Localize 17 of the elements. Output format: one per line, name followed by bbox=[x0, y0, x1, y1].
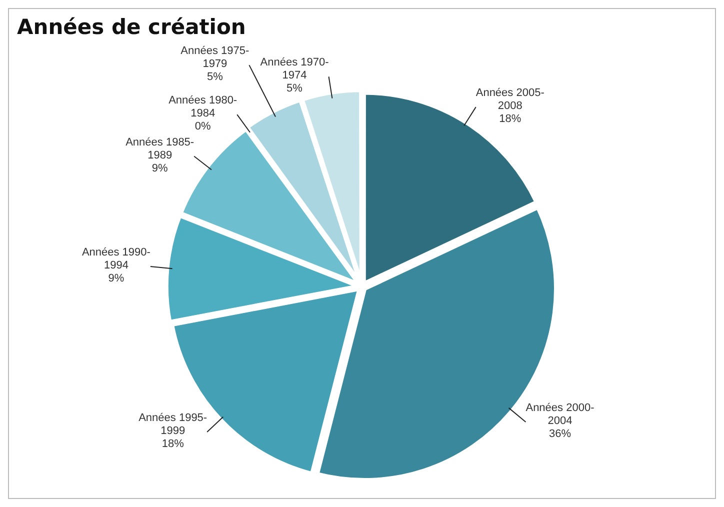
data-label: 9% bbox=[108, 272, 124, 285]
slice-label: Années 2000-2004 bbox=[526, 402, 595, 427]
chart-title: Années de création bbox=[17, 15, 246, 39]
text: 0% bbox=[194, 120, 211, 133]
slice-label: Années 1990-1994 bbox=[82, 246, 151, 272]
data-label: 5% bbox=[206, 71, 224, 84]
slice-label: Années 2005-2008 bbox=[476, 87, 545, 112]
data-label: 5% bbox=[286, 82, 303, 95]
data-label: 36% bbox=[548, 428, 572, 440]
slice-label: Années 1985-1989 bbox=[126, 136, 194, 162]
data-label: 18% bbox=[499, 113, 522, 126]
data-label: 9% bbox=[152, 162, 168, 174]
slice-label: Années 1995-1999 bbox=[138, 412, 208, 437]
data-label: 18% bbox=[162, 438, 184, 450]
slice-label: Années 1975-1979 bbox=[180, 45, 250, 70]
category-label: Années 1980-1984 bbox=[168, 94, 238, 120]
slice-label: Années 1970-1974 bbox=[260, 56, 330, 82]
